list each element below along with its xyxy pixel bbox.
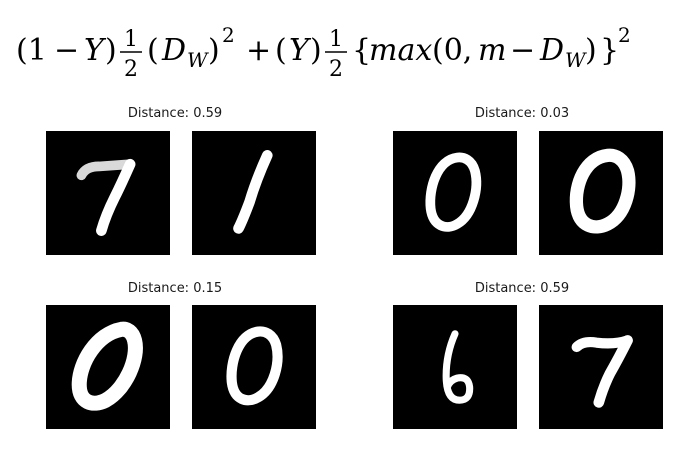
formula-frac-num: 1 [329,27,343,52]
formula-d: D [539,33,564,68]
formula-close-paren: ) [105,33,117,68]
digit-0-glyph [569,148,636,234]
formula-minus: − [54,33,79,68]
formula-plus: + [246,33,271,68]
formula-args-open: (0, [432,33,472,68]
pair-3-right-digit-image [192,305,316,429]
digit-0-glyph [425,152,482,232]
formula-open-paren: ( [147,33,159,68]
formula-max: max [369,33,432,68]
formula-frac-den: 2 [124,57,138,82]
pair-4-left-digit-image [393,305,517,429]
digit-7-glyph [76,158,136,236]
digit-7-glyph [571,335,633,408]
pair-3-distance-label: Distance: 0.15 [127,281,223,296]
pair-2-right-digit-image [539,131,663,255]
formula-w-subscript: W [565,48,587,72]
pair-2-distance-label: Distance: 0.03 [474,106,570,121]
formula-y: Y [289,33,312,68]
pair-4-right-digit-image [539,305,663,429]
formula-close-brace: } [600,33,619,68]
formula-close-paren: ) [310,33,322,68]
contrastive-loss-formula: (1 − Y ) 1 2 ( D W ) 2 + ( Y ) 1 2 { max… [16,23,631,82]
pair-1-distance-label: Distance: 0.59 [127,106,223,121]
pair-1-right-digit-image [192,131,316,255]
formula-close-paren: ) [208,33,220,68]
formula-close-paren: ) [585,33,597,68]
formula-m: m [478,33,506,68]
formula-open-paren: ( [275,33,287,68]
pair-1-left-digit-image [46,131,170,255]
formula-w-subscript: W [187,48,209,72]
digit-1-glyph [233,150,273,234]
formula-frac-num: 1 [124,27,138,52]
formula-open-brace: { [352,33,371,68]
digit-6-glyph [442,330,474,404]
pair-4-distance-label: Distance: 0.59 [474,281,570,296]
formula-square: 2 [618,23,631,47]
digit-0-glyph [71,321,143,411]
formula-frac-den: 2 [329,57,343,82]
digit-0-glyph [226,326,283,406]
formula-y: Y [84,33,107,68]
formula-minus: − [510,33,535,68]
formula-square: 2 [222,23,235,47]
formula-d: D [161,33,186,68]
pair-3-left-digit-image [46,305,170,429]
pair-2-left-digit-image [393,131,517,255]
formula-paren-one: (1 [16,33,47,68]
